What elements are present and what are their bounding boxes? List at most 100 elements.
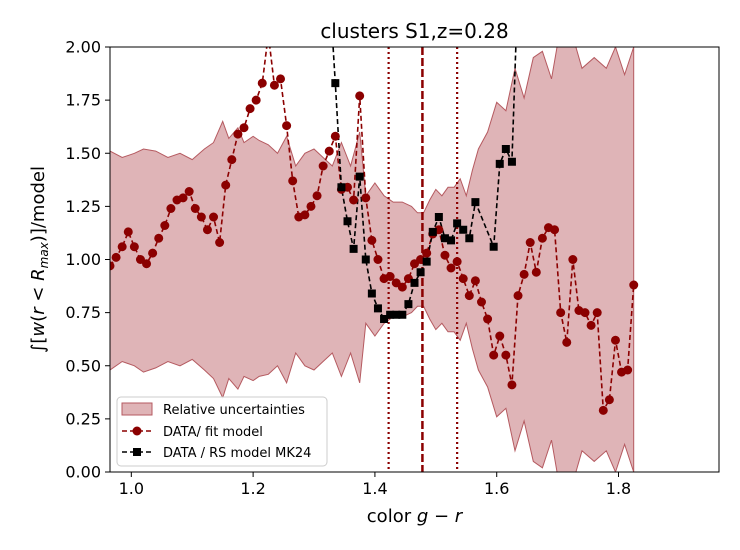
rs-point [507, 157, 516, 166]
uncertainty-band [110, 47, 635, 472]
fit-point [324, 146, 334, 156]
rs-point [410, 278, 419, 287]
fit-point [318, 161, 328, 171]
rs-point [489, 242, 498, 251]
fit-point [458, 274, 468, 284]
legend-fit-marker [132, 426, 142, 436]
fit-point [513, 291, 523, 301]
fit-point [110, 261, 115, 271]
x-tick-label: 1.4 [362, 479, 387, 498]
fit-point [154, 233, 164, 243]
rs-point [392, 310, 401, 319]
fit-point [592, 308, 602, 318]
rs-point [367, 289, 376, 298]
fit-point [556, 308, 566, 318]
series-fit-markers [110, 30, 639, 415]
fit-point [452, 257, 462, 267]
fit-point [495, 331, 505, 341]
fit-point [245, 104, 255, 114]
fit-point [312, 191, 322, 201]
fit-point [629, 280, 639, 290]
legend-rs-marker [133, 448, 141, 456]
rs-point [337, 183, 346, 192]
fit-point [464, 291, 474, 301]
fit-point [215, 238, 225, 247]
fit-point [361, 193, 371, 203]
x-tick-label: 1.6 [484, 479, 509, 498]
y-tick-label: 1.00 [65, 250, 101, 269]
fit-point [184, 187, 194, 196]
series-rs-line [332, 47, 517, 321]
fit-point [349, 195, 359, 205]
fit-point [446, 263, 456, 273]
fit-point [373, 255, 383, 264]
fit-point [306, 201, 316, 211]
legend-band-swatch [121, 402, 153, 416]
rs-point [343, 217, 352, 226]
fit-point [227, 155, 237, 165]
fit-point [264, 30, 273, 39]
legend: Relative uncertainties DATA/ fit model D… [116, 396, 328, 467]
fit-point [282, 121, 292, 131]
rs-point [355, 172, 364, 181]
fit-point [610, 335, 620, 345]
y-tick-label: 0.25 [65, 409, 101, 428]
legend-band-label: Relative uncertainties [163, 403, 305, 418]
legend-fit-label: DATA/ fit model [163, 425, 263, 440]
fit-point [300, 210, 310, 220]
y-tick-label: 1.75 [65, 91, 101, 110]
fit-point [233, 129, 243, 139]
fit-point [269, 80, 279, 90]
rs-point [428, 227, 437, 236]
fit-point [239, 123, 249, 133]
fit-point [531, 267, 541, 277]
rs-point [404, 300, 413, 309]
fit-point [476, 297, 486, 307]
fit-point [604, 395, 614, 405]
x-axis-label: color g − r [367, 506, 464, 527]
fit-point [568, 255, 578, 264]
rs-point [440, 234, 449, 243]
fit-point [550, 225, 560, 235]
rs-point [459, 225, 468, 234]
fit-point [178, 193, 188, 203]
rs-point [331, 79, 340, 88]
fit-point [355, 91, 365, 101]
fit-point [276, 74, 286, 84]
fit-point [537, 233, 547, 243]
fit-point [385, 272, 395, 281]
rs-point [422, 257, 431, 266]
fit-point [525, 238, 535, 247]
y-tick-label: 0.50 [65, 356, 101, 375]
fit-point [623, 365, 633, 375]
fit-point [251, 95, 261, 105]
fit-point [501, 350, 511, 360]
rs-point [416, 268, 425, 277]
fit-point [117, 242, 127, 252]
x-tick-label: 1.0 [119, 479, 144, 498]
x-tick-label: 1.2 [240, 479, 265, 498]
fit-point [580, 308, 590, 318]
fit-point [123, 227, 133, 237]
rs-point [453, 219, 462, 228]
fit-point [209, 212, 219, 222]
fit-point [142, 259, 152, 269]
chart-title: clusters S1,z=0.28 [320, 19, 508, 43]
fit-point [221, 180, 231, 190]
fit-point [440, 250, 450, 260]
y-axis: 0.00 0.25 0.50 0.75 1.00 1.25 1.50 1.75 2.00 [65, 38, 110, 482]
rs-point [465, 234, 474, 243]
fit-point [562, 337, 572, 347]
y-axis-label: ∫[w(r < Rmax)]/model [28, 166, 51, 353]
rs-point [471, 198, 480, 207]
fit-point [129, 242, 139, 252]
fit-point [160, 221, 170, 230]
fit-point [196, 212, 206, 222]
x-tick-label: 1.8 [606, 479, 631, 498]
rs-point [447, 236, 456, 245]
legend-box [116, 396, 328, 467]
y-tick-label: 0.00 [65, 463, 101, 482]
fit-point [257, 78, 267, 88]
fit-point [489, 350, 499, 360]
fit-point [202, 225, 212, 235]
